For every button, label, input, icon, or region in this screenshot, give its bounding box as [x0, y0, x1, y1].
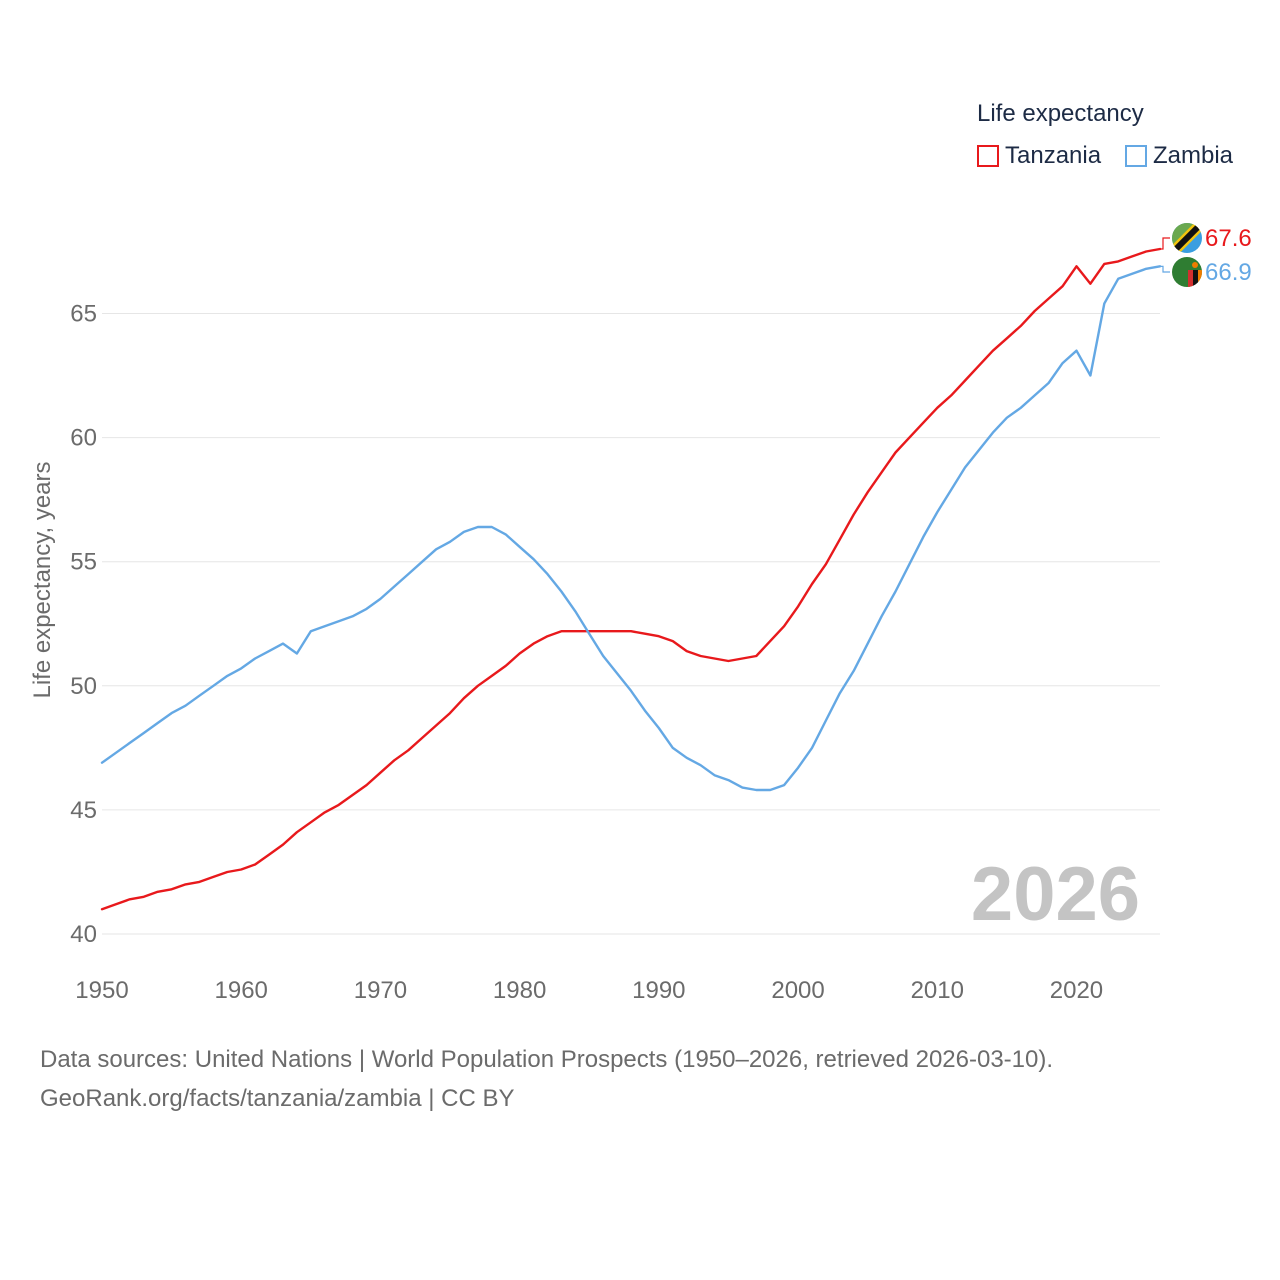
x-tick-label-2020: 2020: [1050, 977, 1103, 1004]
x-tick-label-1950: 1950: [75, 977, 128, 1004]
end-label-zambia: 66.9: [1205, 259, 1252, 286]
x-axis-ticks: 1950 1960 1970 1980 1990 2000 2010 2020: [75, 977, 1103, 1004]
y-tick-label-50: 50: [70, 673, 97, 700]
gridlines: [102, 313, 1160, 935]
y-tick-label-55: 55: [70, 549, 97, 576]
y-axis-ticks: 40 45 50 55 60 65: [70, 301, 97, 949]
source-line-2[interactable]: GeoRank.org/facts/tanzania/zambia | CC B…: [40, 1085, 515, 1112]
legend-title: Life expectancy: [977, 100, 1144, 127]
series-lines: [100, 247, 1162, 911]
series-line-zambia: [100, 265, 1162, 792]
y-tick-label-45: 45: [70, 797, 97, 824]
legend-label-zambia: Zambia: [1153, 142, 1234, 169]
flag-icon-tanzania: [1172, 223, 1202, 253]
x-tick-label-2010: 2010: [911, 977, 964, 1004]
legend-swatch-zambia: [1125, 145, 1147, 167]
year-watermark: 2026: [971, 852, 1140, 937]
y-tick-label-40: 40: [70, 921, 97, 948]
x-tick-label-1960: 1960: [215, 977, 268, 1004]
y-tick-label-60: 60: [70, 425, 97, 452]
legend-item-tanzania[interactable]: Tanzania: [977, 142, 1101, 170]
legend-swatch-tanzania: [977, 145, 999, 167]
y-tick-label-65: 65: [70, 301, 97, 328]
legend-label-tanzania: Tanzania: [1005, 142, 1102, 169]
x-tick-label-1980: 1980: [493, 977, 546, 1004]
end-labels: 67.6 66.9: [1160, 223, 1252, 287]
x-tick-label-2000: 2000: [771, 977, 824, 1004]
source-line-1: Data sources: United Nations | World Pop…: [40, 1046, 1054, 1073]
end-label-tanzania: 67.6: [1205, 225, 1252, 252]
connector-zambia: [1160, 265, 1170, 273]
x-tick-label-1990: 1990: [632, 977, 685, 1004]
y-axis-label: Life expectancy, years: [29, 461, 56, 698]
x-tick-label-1970: 1970: [354, 977, 407, 1004]
legend-item-zambia[interactable]: Zambia: [1125, 142, 1233, 170]
connector-tanzania: [1160, 237, 1170, 250]
flag-icon-zambia: [1172, 257, 1202, 287]
series-line-tanzania: [100, 247, 1162, 911]
